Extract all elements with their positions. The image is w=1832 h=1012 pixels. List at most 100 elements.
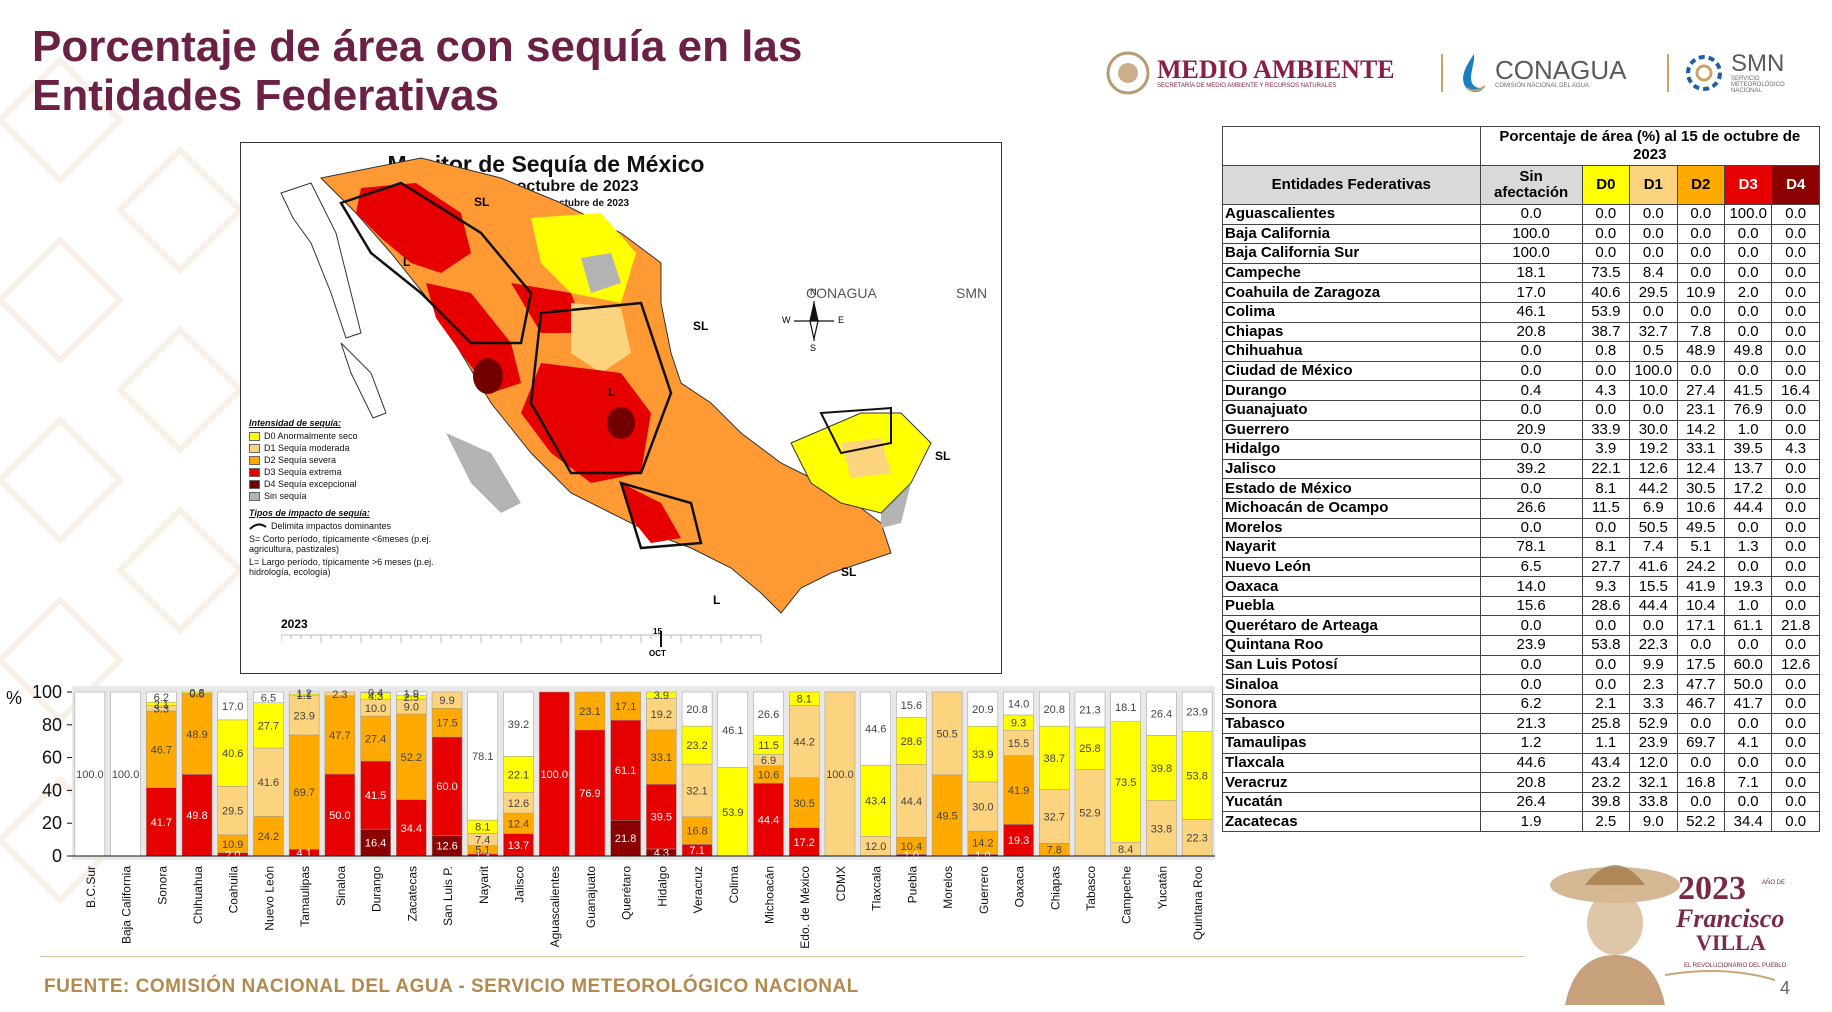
table-cell: 1.1 [1581,733,1631,754]
entity-name: Querétaro de Arteaga [1222,615,1481,637]
bar-value-label: 76.9 [579,788,600,800]
footer-source: FUENTE: COMISIÓN NACIONAL DEL AGUA - SER… [44,976,859,997]
drought-map-panel: Monitor de Sequía de México al 15 de oct… [240,142,1002,674]
bar-segment-d0 [860,764,891,837]
col-d2-header: D2 [1676,165,1726,205]
legend-label: D2 Sequía severa [264,455,337,465]
table-cell: 12.6 [1771,654,1820,676]
bar-value-label: 14.2 [972,838,993,850]
bar-value-label: 21.3 [1079,704,1100,716]
timeline-current-month: OCT [649,649,666,658]
y-tick-label: 20 [42,813,62,833]
table-cell: 0.0 [1479,341,1583,362]
entity-name: Campeche [1222,262,1481,284]
category-label: Coahuila [227,866,241,914]
bar-segment-d0 [181,691,213,694]
map-legend: Intensidad de sequía: D0 Anormalmente se… [249,418,439,577]
bar-segment-d2 [396,713,427,800]
impact-l-label: L= Largo período, típicamente >6 meses (… [249,557,434,577]
medio-ambiente-sublabel: SECRETARÍA DE MEDIO AMBIENTE Y RECURSOS … [1157,83,1337,89]
bar-value-label: 20.9 [972,704,993,716]
table-row: Hidalgo 0.0 3.9 19.2 33.1 39.5 4.3 [1222,439,1820,460]
table-cell: 43.4 [1581,752,1631,774]
table-row: Colima 46.1 53.9 0.0 0.0 0.0 0.0 [1222,301,1820,323]
table-row: Estado de México 0.0 8.1 44.2 30.5 17.2 0.0 [1222,478,1820,499]
bar-value-label: 0.5 [189,689,204,701]
table-row: Aguascalientes 0.0 0.0 0.0 0.0 100.0 0.0 [1222,204,1820,225]
bar-segment-d1 [896,764,927,838]
table-row: Zacatecas 1.9 2.5 9.0 52.2 34.4 0.0 [1222,811,1820,832]
y-tick-label: 40 [42,780,62,800]
bar-segment-d3 [146,787,177,857]
bar-value-label: 9.0 [404,702,419,714]
category-label: B.C.Sur [84,866,98,908]
table-cell: 7.8 [1676,321,1726,343]
table-cell: 4.1 [1723,733,1773,754]
table-cell: 23.2 [1581,772,1631,793]
bar-value-label: 17.1 [615,701,636,713]
table-cell: 76.9 [1723,399,1773,421]
bar-value-label: 38.7 [1044,753,1065,765]
table-cell: 0.0 [1629,223,1678,245]
entity-name: Zacatecas [1222,811,1481,832]
bar-value-label: 41.5 [365,790,386,802]
category-label: Sinaloa [334,866,348,906]
table-cell: 100.0 [1723,204,1773,225]
table-cell: 0.5 [1629,341,1678,362]
table-cell: 0.0 [1581,674,1631,695]
table-row: Durango 0.4 4.3 10.0 27.4 41.5 16.4 [1222,380,1820,401]
table-cell: 0.0 [1629,301,1678,323]
table-cell: 9.3 [1581,576,1631,597]
entity-name: Tamaulipas [1222,733,1481,754]
table-cell: 0.0 [1771,595,1820,617]
map-label-sl: SL [693,319,709,333]
table-cell: 60.0 [1723,654,1773,676]
table-cell: 0.0 [1479,360,1583,382]
table-cell: 6.9 [1629,497,1678,519]
table-row: Chihuahua 0.0 0.8 0.5 48.9 49.8 0.0 [1222,341,1820,362]
table-cell: 0.0 [1676,301,1726,323]
table-row: Campeche 18.1 73.5 8.4 0.0 0.0 0.0 [1222,262,1820,284]
entity-name: Veracruz [1222,772,1481,793]
table-cell: 39.5 [1723,439,1773,460]
bar-segment-d3 [181,774,213,857]
bar-value-label: 44.4 [758,815,779,827]
bar-value-label: 53.9 [722,807,743,819]
table-cell: 0.0 [1479,674,1583,695]
table-cell: 30.0 [1629,419,1678,441]
table-cell: 9.0 [1629,811,1678,832]
table-cell: 10.0 [1629,380,1678,401]
table-cell: 49.5 [1676,517,1726,539]
bar-segment-d2 [288,734,320,850]
bar-value-label: 10.0 [365,703,386,715]
table-cell: 0.0 [1771,674,1820,695]
legend-swatch [249,479,260,489]
bar-value-label: 47.7 [329,730,350,742]
entity-name: Michoacán de Ocampo [1222,497,1481,519]
compass-e: E [838,315,845,325]
bar-value-label: 9.3 [1011,718,1026,730]
bar-segment-none [253,691,284,703]
bar-segment-d0 [681,725,713,765]
category-label: Puebla [905,866,919,904]
category-label: CDMX [834,866,848,901]
bar-value-label: 2.5 [404,692,419,704]
entity-name: Coahuila de Zaragoza [1222,282,1481,303]
table-cell: 0.0 [1479,439,1583,460]
bar-segment-d3 [396,799,427,857]
smn-label: SMN [1731,50,1785,77]
table-cell: 73.5 [1581,262,1631,284]
conagua-sublabel: COMISIÓN NACIONAL DEL AGUA [1495,83,1589,89]
table-cell: 24.2 [1676,556,1726,578]
header-logos: MEDIO AMBIENTE SECRETARÍA DE MEDIO AMBIE… [1105,48,1815,98]
bar-segment-d2 [788,777,820,829]
table-cell: 44.2 [1629,478,1678,499]
category-label: Aguascalientes [548,866,562,947]
table-cell: 100.0 [1629,360,1678,382]
table-cell: 100.0 [1479,223,1583,245]
table-cell: 0.0 [1771,752,1820,774]
entity-name: Guanajuato [1222,399,1481,421]
table-row: Ciudad de México 0.0 0.0 100.0 0.0 0.0 0.0 [1222,360,1820,382]
table-cell: 61.1 [1723,615,1773,637]
table-cell: 23.9 [1479,635,1583,656]
